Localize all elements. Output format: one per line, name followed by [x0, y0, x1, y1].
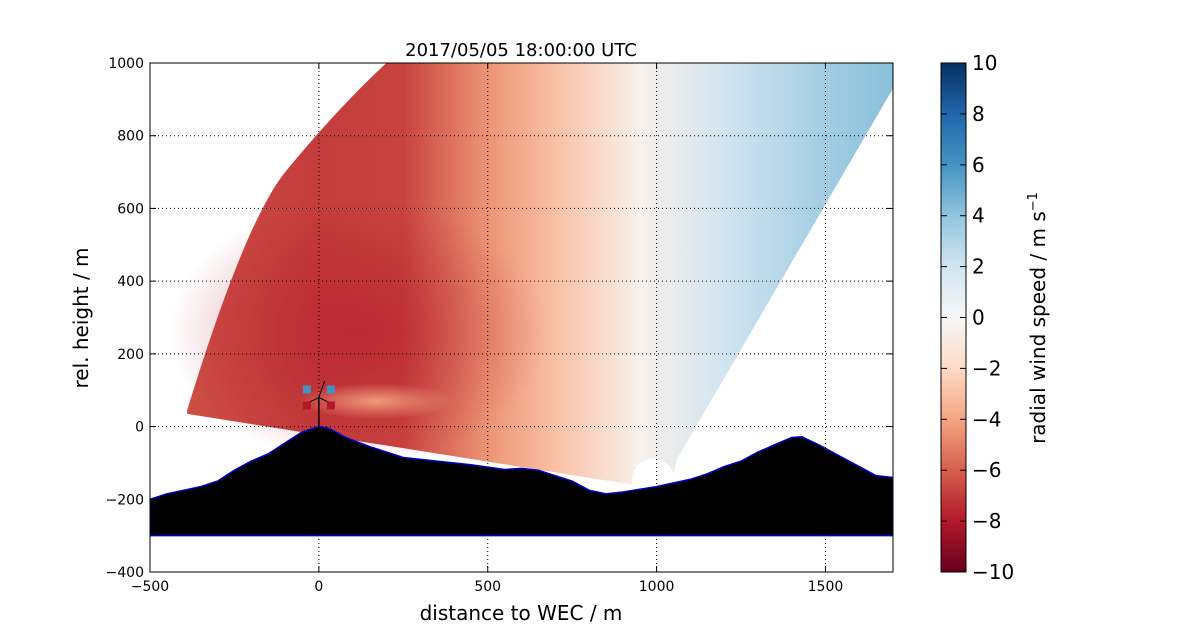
colorbar-ticks: −10 −8 −6 −4 −2 0 2 4 6 8 10	[941, 51, 1014, 584]
turbine-blade	[318, 380, 326, 398]
grid	[150, 63, 893, 572]
colorbar-tick-label: 10	[972, 51, 997, 75]
colorbar-label-exponent: −1	[1026, 192, 1041, 211]
y-tick-label: 0	[135, 420, 144, 436]
colorbar: −10 −8 −6 −4 −2 0 2 4 6 8 10 radial wind speed / m…	[940, 51, 1050, 584]
y-tick-label: 800	[117, 129, 144, 145]
x-axis: −500 0 500 1000 1500	[131, 63, 844, 595]
colorbar-tick-label: −10	[972, 560, 1014, 584]
rotor-tip-marker	[326, 401, 335, 410]
rotor-tip-marker	[302, 385, 311, 394]
y-tick-label: −200	[106, 492, 144, 508]
plot-area	[150, 63, 893, 537]
y-axis: −400 −200 0 200 400 600 800 1000	[106, 56, 893, 581]
turbine-wake	[296, 383, 457, 420]
colorbar-tick-label: −6	[972, 458, 1001, 482]
colorbar-tick-label: −2	[972, 356, 1001, 380]
chart-title: 2017/05/05 18:00:00 UTC	[405, 40, 637, 61]
x-tick-label: 500	[474, 579, 501, 595]
y-tick-label: 600	[117, 201, 144, 217]
axes-frame	[149, 62, 894, 573]
colorbar-tick-label: −8	[972, 509, 1001, 533]
colorbar-tick-label: −4	[972, 407, 1001, 431]
y-tick-label: 1000	[108, 56, 144, 72]
colorbar-label: radial wind speed / m s−1	[1026, 192, 1050, 444]
y-tick-label: −400	[106, 565, 144, 581]
colorbar-label-text: radial wind speed / m s	[1026, 211, 1050, 444]
colorbar-tick-label: 0	[972, 306, 985, 330]
colorbar-tick-label: 4	[972, 204, 985, 228]
x-axis-label: distance to WEC / m	[420, 601, 623, 625]
x-tick-label: 0	[314, 579, 323, 595]
terrain	[150, 425, 893, 537]
x-tick-label: 1000	[639, 579, 675, 595]
colorbar-tick-label: 2	[972, 255, 985, 279]
x-tick-label: 1500	[808, 579, 844, 595]
y-tick-label: 200	[117, 347, 144, 363]
turbine-icon	[302, 380, 335, 427]
colorbar-tick-label: 8	[972, 102, 985, 126]
y-axis-label: rel. height / m	[69, 247, 93, 388]
x-tick-label: −500	[131, 579, 169, 595]
y-tick-label: 400	[117, 274, 144, 290]
rotor-tip-marker	[302, 401, 311, 410]
colorbar-tick-label: 6	[972, 153, 985, 177]
speed-core	[169, 202, 550, 463]
rotor-tip-marker	[326, 385, 335, 394]
